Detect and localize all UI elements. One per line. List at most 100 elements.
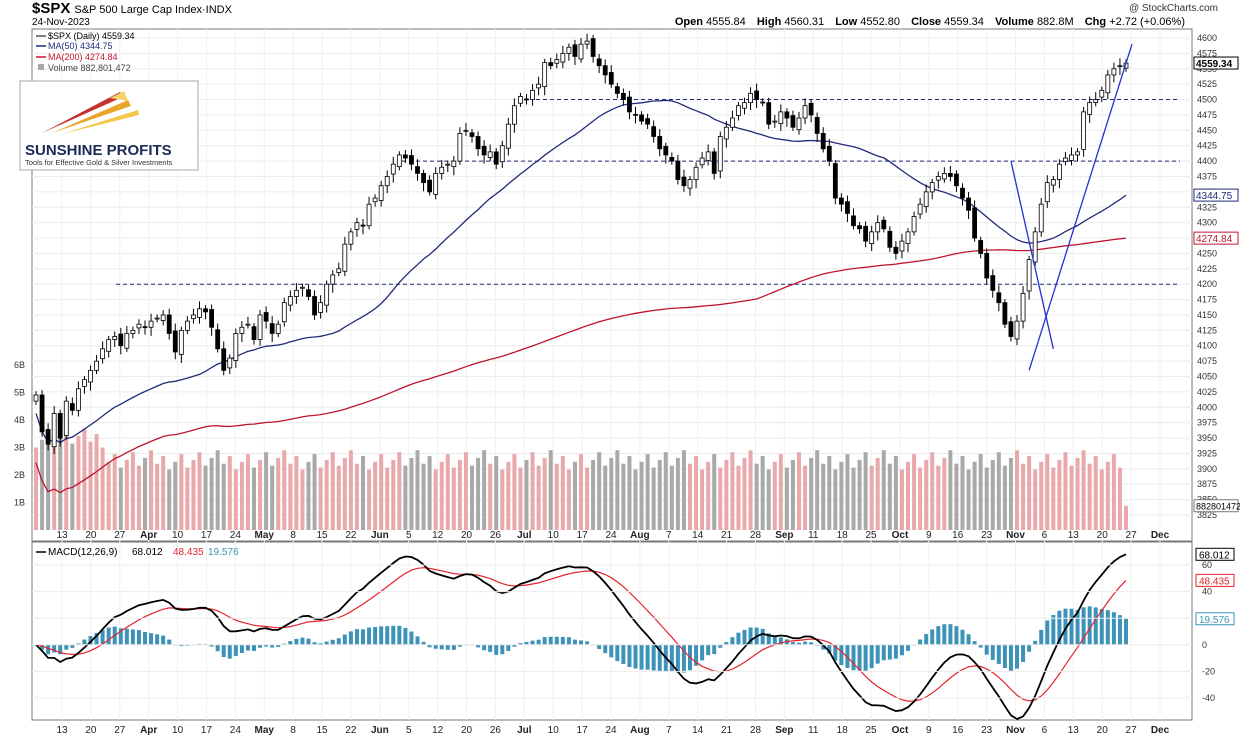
candle-body-36 bbox=[251, 326, 257, 340]
macd-hist-bar-107 bbox=[681, 644, 686, 673]
macd-hist-bar-41 bbox=[282, 643, 287, 645]
volume-bar-10 bbox=[94, 434, 99, 530]
volume-bar-155 bbox=[972, 461, 977, 530]
macd-hist-bar-9 bbox=[88, 635, 93, 645]
volume-bar-39 bbox=[270, 465, 275, 530]
candle-body-15 bbox=[124, 333, 130, 349]
macd-hist-bar-161 bbox=[1008, 644, 1013, 671]
price-marker-box-1 bbox=[1193, 188, 1239, 202]
date-tick-upper-19: 24 bbox=[605, 530, 617, 541]
candle-body-87 bbox=[560, 52, 566, 63]
volume-bar-111 bbox=[706, 461, 711, 530]
volume-bar-98 bbox=[627, 456, 632, 530]
volume-bar-162 bbox=[1015, 450, 1019, 530]
candle-body-157 bbox=[984, 253, 990, 279]
macd-lines bbox=[35, 553, 1127, 721]
volume-bar-115 bbox=[730, 452, 735, 530]
price-axis: 3825385038753900392539503975400040254050… bbox=[1193, 33, 1239, 520]
date-tick-5: 17 bbox=[201, 725, 213, 736]
volume-tick-3B: 3B bbox=[14, 443, 25, 453]
volume-bar-129 bbox=[815, 450, 820, 530]
candle-body-58 bbox=[384, 176, 390, 187]
macd-hist-bar-42 bbox=[288, 641, 293, 645]
macd-hist-bar-179 bbox=[1117, 615, 1122, 645]
candle-body-70 bbox=[457, 132, 463, 162]
macd-hist-bar-53 bbox=[354, 629, 359, 645]
trendlines bbox=[1010, 43, 1133, 371]
candle-body-57 bbox=[378, 185, 384, 201]
horizontal-levels bbox=[116, 99, 1180, 285]
volume-bar-72 bbox=[470, 465, 474, 530]
macd-hist-bar-175 bbox=[1093, 607, 1098, 645]
legend-volume-swatch bbox=[38, 64, 44, 70]
date-tick-34: 6 bbox=[1042, 725, 1048, 736]
candle-body-4 bbox=[57, 413, 63, 439]
open-label: Open bbox=[674, 16, 703, 28]
macd-hist-bar-174 bbox=[1087, 606, 1092, 645]
volume-bar-80 bbox=[518, 467, 523, 530]
candle-body-2 bbox=[45, 429, 51, 445]
date-tick-upper-24: 28 bbox=[750, 530, 762, 541]
macd-hist-value: 19.576 bbox=[208, 547, 239, 558]
macd-hist-bar-105 bbox=[669, 644, 674, 672]
volume-bar-74 bbox=[482, 450, 487, 530]
macd-hist-bar-169 bbox=[1057, 610, 1062, 645]
candle-body-125 bbox=[790, 115, 796, 128]
volume-bar-123 bbox=[778, 454, 783, 530]
macd-hist-bar-81 bbox=[524, 641, 529, 645]
volume-bar-135 bbox=[851, 467, 856, 530]
macd-signal-line bbox=[35, 567, 1127, 702]
macd-hist-bar-111 bbox=[706, 644, 711, 656]
candle-body-104 bbox=[663, 145, 669, 156]
macd-hist-bar-77 bbox=[500, 644, 505, 655]
volume-bar-64 bbox=[421, 463, 426, 530]
volume-bar-41 bbox=[282, 450, 287, 530]
date-tick-20: Aug bbox=[630, 725, 649, 736]
volume-bar-23 bbox=[173, 461, 178, 530]
candle-body-158 bbox=[990, 275, 996, 291]
macd-hist-bar-49 bbox=[330, 639, 335, 645]
candle-body-26 bbox=[191, 314, 196, 320]
price-tick-3925: 3925 bbox=[1197, 448, 1217, 458]
date-tick-upper-20: Aug bbox=[630, 530, 649, 541]
macd-hist-bar-2 bbox=[46, 644, 51, 655]
candle-body-90 bbox=[578, 43, 584, 60]
candle-body-54 bbox=[360, 224, 366, 227]
macd-hist-bar-80 bbox=[518, 643, 523, 645]
candle-body-68 bbox=[445, 163, 451, 166]
macd-hist-bar-127 bbox=[803, 641, 808, 645]
macd-hist-bar-11 bbox=[100, 629, 105, 645]
volume-bar-169 bbox=[1057, 459, 1062, 530]
candle-body-12 bbox=[106, 339, 112, 352]
volume-bar-141 bbox=[887, 463, 892, 530]
volume-bar-128 bbox=[809, 457, 814, 530]
volume-bar-71 bbox=[463, 452, 468, 530]
volume-marker-box bbox=[1193, 499, 1239, 513]
volume-bar-28 bbox=[203, 465, 208, 530]
volume-bar-167 bbox=[1045, 454, 1050, 530]
candle-body-156 bbox=[978, 240, 984, 254]
candle-body-27 bbox=[197, 308, 202, 318]
price-tick-3875: 3875 bbox=[1197, 479, 1217, 489]
macd-hist-bar-150 bbox=[942, 624, 947, 645]
date-tick-upper-13: 12 bbox=[432, 530, 444, 541]
volume-bar-45 bbox=[306, 461, 311, 530]
volume-bar-175 bbox=[1093, 456, 1098, 530]
close-label: Close bbox=[911, 16, 942, 28]
candle-body-145 bbox=[911, 216, 917, 233]
macd-hist-bar-78 bbox=[506, 644, 511, 651]
candle-body-131 bbox=[826, 145, 832, 162]
candle-body-55 bbox=[366, 203, 372, 227]
volume-bar-29 bbox=[209, 457, 214, 530]
macd-hist-bar-1 bbox=[40, 644, 45, 650]
candle-body-150 bbox=[941, 173, 947, 180]
volume-bar-118 bbox=[748, 450, 753, 530]
credit-label: @ StockCharts.com bbox=[1128, 3, 1218, 14]
macd-hist-bar-34 bbox=[239, 644, 244, 654]
macd-hist-bar-48 bbox=[324, 641, 329, 645]
candle-body-16 bbox=[130, 329, 136, 334]
price-tick-4475: 4475 bbox=[1197, 110, 1217, 120]
macd-hist-bar-96 bbox=[615, 644, 620, 662]
macd-hist-bar-159 bbox=[996, 644, 1001, 664]
